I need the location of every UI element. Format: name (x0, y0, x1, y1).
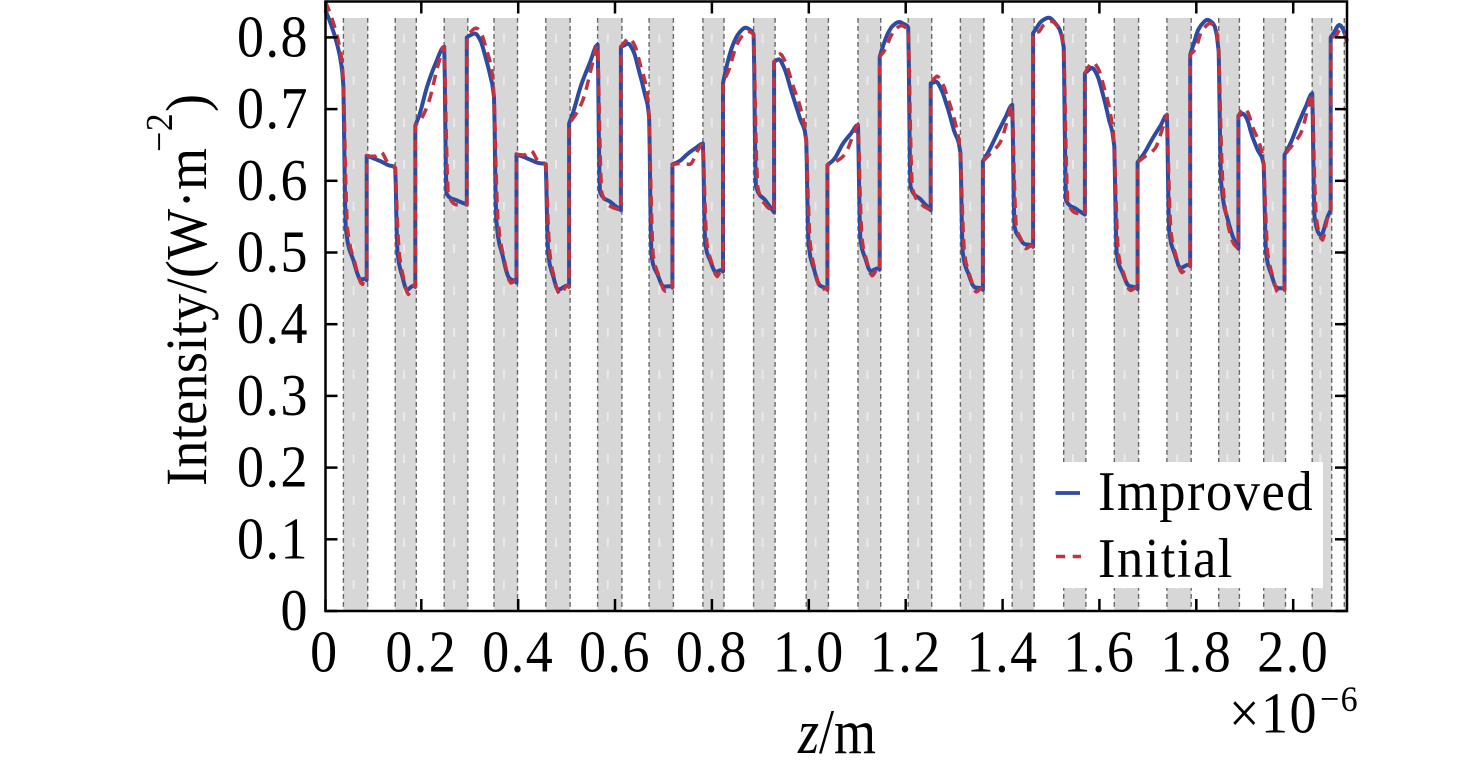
svg-text:1.6: 1.6 (1063, 619, 1135, 685)
svg-text:z/m: z/m (797, 696, 876, 766)
svg-text:0.1: 0.1 (237, 506, 309, 572)
svg-text:Initial: Initial (1098, 527, 1234, 589)
svg-text:0.6: 0.6 (237, 147, 309, 213)
svg-text:0.4: 0.4 (482, 619, 554, 685)
svg-text:Improved: Improved (1098, 460, 1314, 522)
svg-text:1.2: 1.2 (870, 619, 942, 685)
svg-text:0.6: 0.6 (579, 619, 651, 685)
svg-text:−2: −2 (139, 113, 181, 152)
svg-text:0: 0 (310, 619, 338, 685)
svg-text:0.2: 0.2 (237, 434, 309, 500)
svg-text:0.8: 0.8 (676, 619, 748, 685)
svg-text:1.0: 1.0 (773, 619, 845, 685)
svg-text:2.0: 2.0 (1257, 619, 1329, 685)
svg-text:1.8: 1.8 (1160, 619, 1232, 685)
svg-text:0.5: 0.5 (237, 219, 309, 285)
svg-text:0.7: 0.7 (237, 76, 309, 142)
svg-text:0.2: 0.2 (385, 619, 457, 685)
svg-text:Intensity/(W·m: Intensity/(W·m (155, 148, 219, 486)
svg-text:×10: ×10 (1229, 682, 1318, 746)
svg-text:0.4: 0.4 (237, 291, 309, 357)
svg-text:−6: −6 (1320, 679, 1359, 719)
svg-text:0.3: 0.3 (237, 363, 309, 429)
svg-text:0: 0 (281, 578, 309, 644)
svg-text:0.8: 0.8 (237, 4, 309, 70)
svg-text:): ) (155, 94, 219, 112)
svg-text:1.4: 1.4 (967, 619, 1039, 685)
